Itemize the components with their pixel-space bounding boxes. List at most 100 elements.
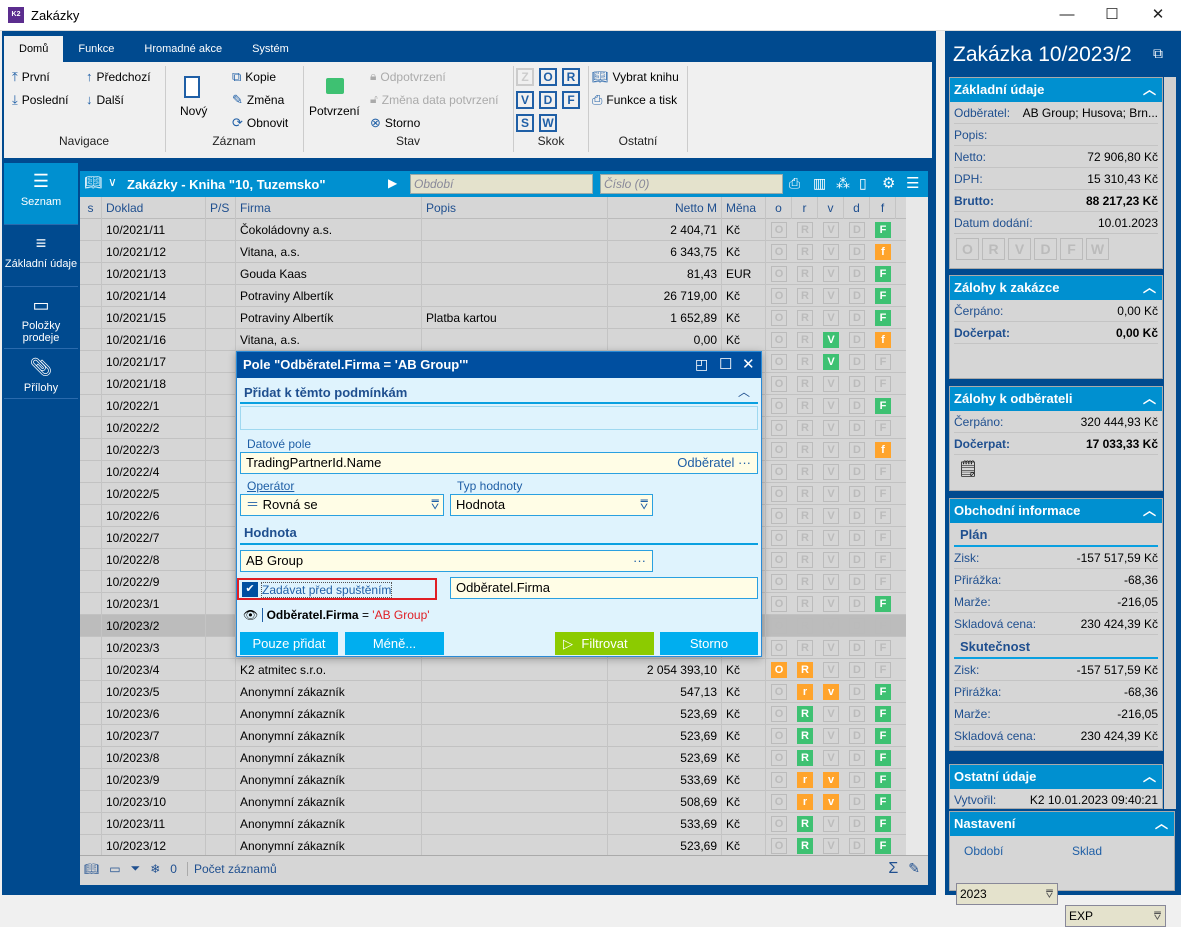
status-flag-f[interactable]: F	[875, 464, 891, 480]
add-only-button[interactable]: Pouze přidat	[240, 632, 338, 655]
status-flag-v[interactable]: V	[823, 618, 839, 634]
change-date-button[interactable]: 🔓︎ Změna data potvrzení	[370, 92, 499, 107]
archive-icon[interactable]: ▭	[109, 861, 121, 876]
jump-flag[interactable]: R	[982, 238, 1005, 260]
status-flag-d[interactable]: D	[849, 618, 865, 634]
select-cell[interactable]	[80, 351, 102, 373]
chevron-up-icon[interactable]: ︿	[1154, 816, 1168, 831]
new-button[interactable]: Nový	[180, 104, 208, 118]
status-flag-v[interactable]: V	[823, 662, 839, 678]
status-flag-r[interactable]: R	[797, 750, 813, 766]
status-flag-r[interactable]: R	[797, 398, 813, 414]
status-flag-f[interactable]: F	[875, 398, 891, 414]
chevron-up-icon[interactable]: ︿	[1142, 503, 1156, 518]
status-flag-r[interactable]: R	[797, 640, 813, 656]
status-flag-r[interactable]: R	[797, 420, 813, 436]
select-cell[interactable]	[80, 549, 102, 571]
status-flag-v[interactable]: V	[823, 530, 839, 546]
status-flag-r[interactable]: R	[797, 464, 813, 480]
status-flag-v[interactable]: V	[823, 266, 839, 282]
status-flag-r[interactable]: R	[797, 728, 813, 744]
status-flag-o[interactable]: O	[771, 486, 787, 502]
status-flag-o[interactable]: O	[771, 794, 787, 810]
status-flag-r[interactable]: R	[797, 596, 813, 612]
status-flag-r[interactable]: R	[797, 486, 813, 502]
jump-o-button[interactable]: O	[539, 68, 557, 86]
snowflake-icon[interactable]: ❄	[150, 861, 161, 876]
select-cell[interactable]	[80, 725, 102, 747]
panel-scrollbar[interactable]	[1164, 77, 1176, 809]
unconfirm-button[interactable]: 🔒︎ Odpotvrzení	[370, 69, 446, 84]
status-flag-v[interactable]: V	[823, 376, 839, 392]
select-cell[interactable]	[80, 483, 102, 505]
operator-select[interactable]: ＝ Rovná se ⩢	[240, 494, 444, 516]
status-flag-d[interactable]: D	[849, 728, 865, 744]
select-cell[interactable]	[80, 527, 102, 549]
status-flag-f[interactable]: F	[875, 486, 891, 502]
column-header[interactable]: Měna	[722, 197, 766, 219]
status-flag-d[interactable]: D	[849, 838, 865, 854]
conditions-box[interactable]	[240, 406, 758, 430]
jump-s-button[interactable]: S	[516, 114, 534, 132]
status-flag-r[interactable]: r	[797, 772, 813, 788]
select-cell[interactable]	[80, 637, 102, 659]
status-flag-f[interactable]: F	[875, 288, 891, 304]
select-cell[interactable]	[80, 329, 102, 351]
column-header[interactable]: Popis	[422, 197, 608, 219]
less-button[interactable]: Méně...	[345, 632, 444, 655]
printer-icon[interactable]: ⎙	[789, 175, 801, 191]
edit-button[interactable]: ✎ Změna	[232, 92, 284, 108]
status-flag-v[interactable]: v	[823, 772, 839, 788]
status-flag-o[interactable]: O	[771, 398, 787, 414]
chevron-up-icon[interactable]: ︿	[1142, 280, 1156, 295]
bar-chart-icon[interactable]: ▥	[813, 175, 827, 191]
status-flag-o[interactable]: O	[771, 530, 787, 546]
status-flag-r[interactable]: R	[797, 552, 813, 568]
status-flag-o[interactable]: O	[771, 596, 787, 612]
status-flag-d[interactable]: D	[849, 420, 865, 436]
table-row[interactable]: 10/2021/14 Potraviny Albertík 26 719,00 Kč O…	[80, 285, 906, 307]
status-flag-f[interactable]: F	[875, 574, 891, 590]
status-flag-f[interactable]: F	[875, 354, 891, 370]
status-flag-r[interactable]: R	[797, 574, 813, 590]
status-flag-v[interactable]: V	[823, 838, 839, 854]
select-cell[interactable]	[80, 615, 102, 637]
status-flag-v[interactable]: V	[823, 508, 839, 524]
status-flag-o[interactable]: O	[771, 288, 787, 304]
status-flag-o[interactable]: O	[771, 266, 787, 282]
status-flag-o[interactable]: O	[771, 706, 787, 722]
select-cell[interactable]	[80, 791, 102, 813]
column-header[interactable]: s	[80, 197, 102, 219]
table-row[interactable]: 10/2021/13 Gouda Kaas 81,43 EUR O R V D F	[80, 263, 906, 285]
storno-button[interactable]: ⊗ Storno	[370, 115, 420, 131]
select-cell[interactable]	[80, 659, 102, 681]
status-flag-o[interactable]: O	[771, 684, 787, 700]
table-row[interactable]: 10/2023/8 Anonymní zákazník 523,69 Kč O R V D F	[80, 747, 906, 769]
status-flag-v[interactable]: V	[823, 816, 839, 832]
select-cell[interactable]	[80, 593, 102, 615]
status-flag-d[interactable]: D	[849, 574, 865, 590]
jump-flag[interactable]: F	[1060, 238, 1083, 260]
jump-d-button[interactable]: D	[539, 91, 557, 109]
status-flag-o[interactable]: O	[771, 310, 787, 326]
status-flag-d[interactable]: D	[849, 398, 865, 414]
status-flag-v[interactable]: V	[823, 552, 839, 568]
status-flag-f[interactable]: F	[875, 816, 891, 832]
status-flag-f[interactable]: F	[875, 420, 891, 436]
jump-w-button[interactable]: W	[539, 114, 557, 132]
status-flag-o[interactable]: O	[771, 354, 787, 370]
status-flag-o[interactable]: O	[771, 464, 787, 480]
number-search-input[interactable]: Číslo (0)	[600, 174, 783, 194]
status-flag-d[interactable]: D	[849, 376, 865, 392]
status-flag-o[interactable]: O	[771, 244, 787, 260]
status-flag-d[interactable]: D	[849, 640, 865, 656]
select-cell[interactable]	[80, 219, 102, 241]
tab-system[interactable]: Systém	[252, 43, 289, 55]
status-flag-v[interactable]: V	[823, 486, 839, 502]
jump-flag[interactable]: V	[1008, 238, 1031, 260]
status-flag-f[interactable]: F	[875, 662, 891, 678]
jump-flag[interactable]: O	[956, 238, 979, 260]
first-button[interactable]: ⤒ První	[12, 69, 50, 85]
status-flag-d[interactable]: D	[849, 684, 865, 700]
